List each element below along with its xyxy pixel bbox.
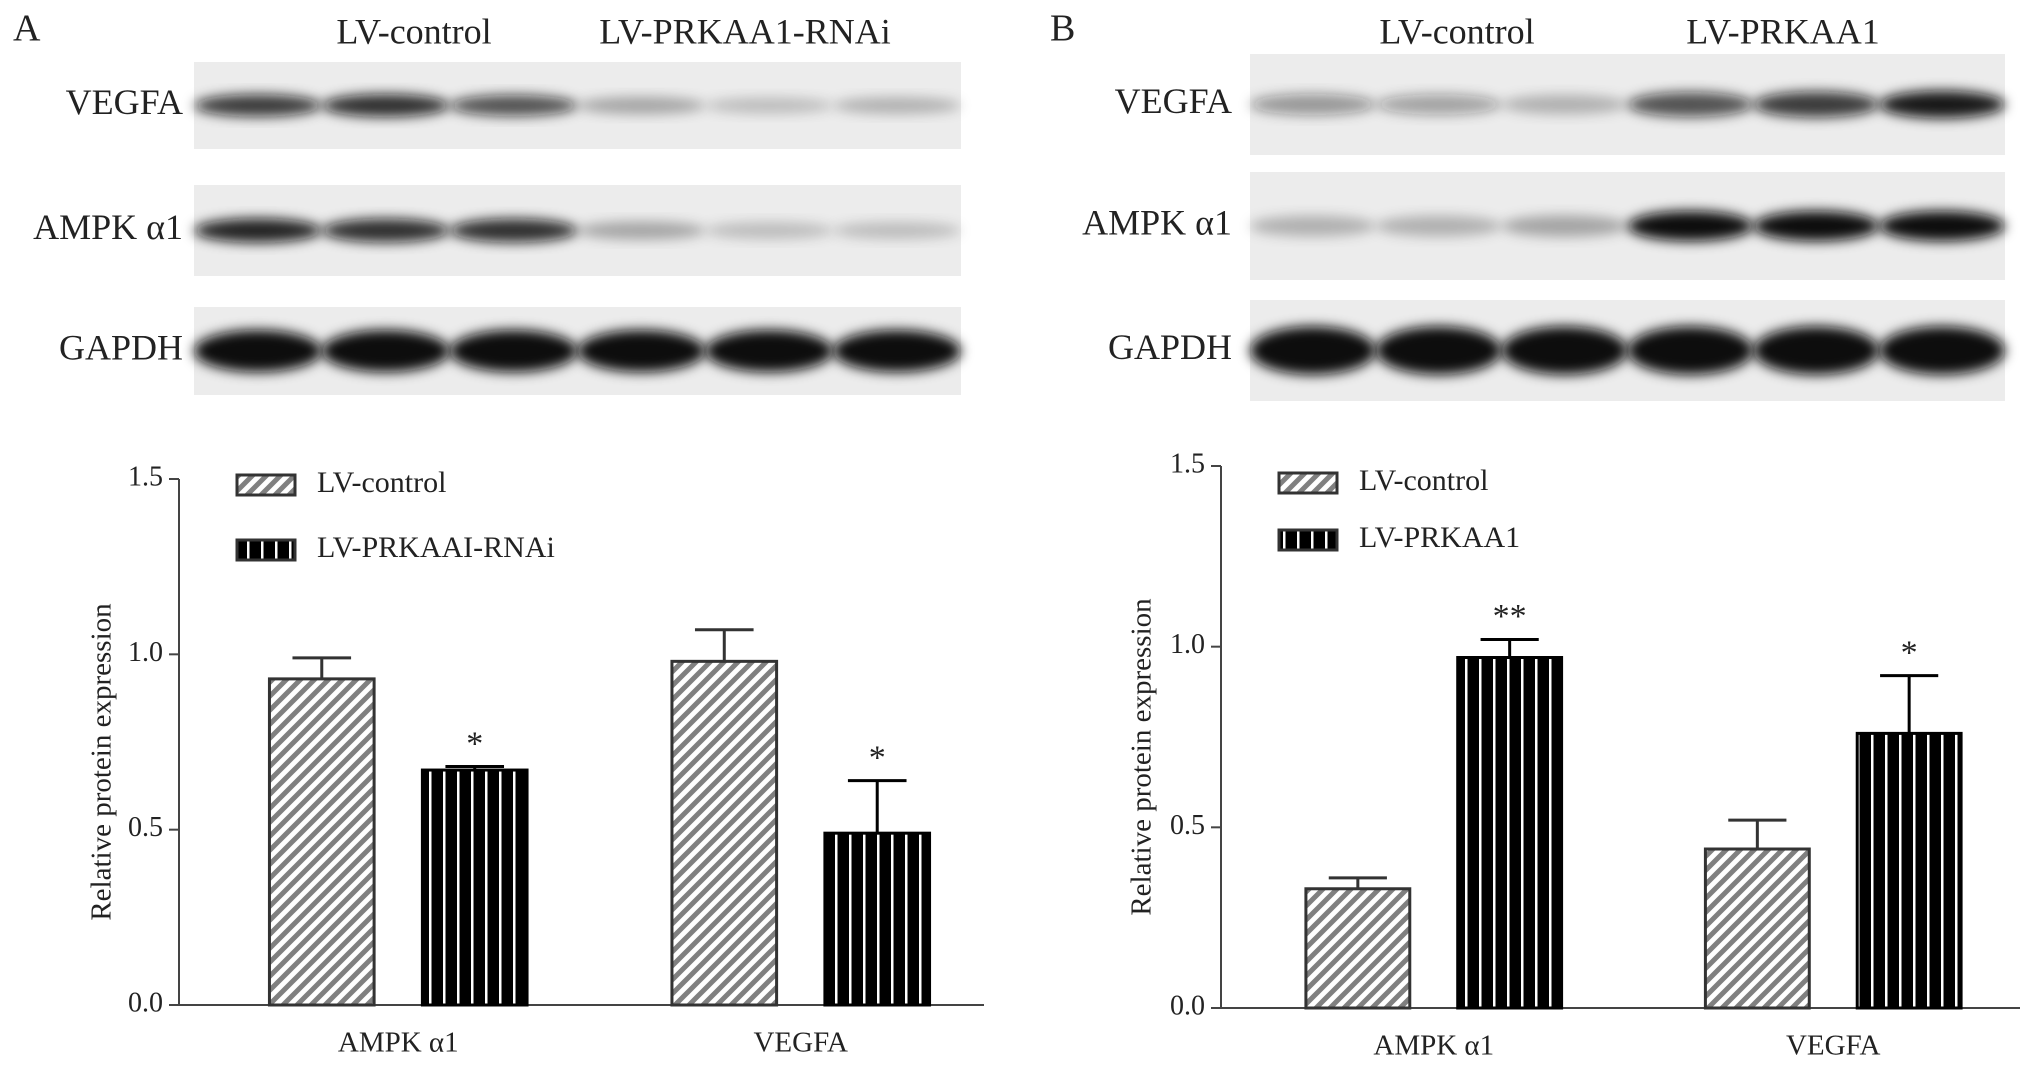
blot-band: [577, 96, 706, 115]
blot-band: [321, 218, 450, 243]
blot-band: [449, 218, 578, 243]
y-tick-label: 1.5: [1170, 448, 1205, 479]
y-tick-label: 1.0: [1170, 629, 1205, 660]
blot-band: [1627, 210, 1754, 242]
blot-band: [449, 329, 578, 373]
legend-swatch: [235, 538, 297, 562]
x-tick-label: AMPK α1: [338, 1027, 459, 1059]
error-bar: [1328, 876, 1387, 889]
blot-band: [833, 96, 961, 115]
blot-band: [1879, 210, 2006, 242]
blot-band: [1753, 91, 1880, 118]
y-tick-label: 1.0: [128, 637, 163, 668]
blot-group-label: LV-control: [336, 11, 491, 51]
y-tick-label: 1.5: [128, 461, 163, 492]
blot-row-label: GAPDH: [1108, 327, 1232, 367]
significance-label: **: [1493, 598, 1527, 635]
legend-label: LV-control: [317, 466, 446, 499]
blot-band: [1627, 92, 1754, 117]
blot-band: [1250, 93, 1376, 116]
blot-row-label: GAPDH: [59, 327, 183, 367]
y-tick-label: 0.0: [128, 987, 163, 1018]
blot-band: [321, 329, 450, 373]
blot-band: [1879, 90, 2006, 119]
legend-label: LV-PRKAAI-RNAi: [317, 531, 555, 564]
blot-band: [1375, 215, 1502, 237]
blot-row-label: VEGFA: [66, 82, 183, 122]
blot-band: [321, 94, 450, 117]
bar: [420, 768, 529, 1007]
blot-band: [833, 329, 961, 373]
blot-band: [193, 329, 322, 373]
panel-label: A: [13, 8, 41, 50]
blot-row-label: AMPK α1: [33, 207, 183, 247]
x-tick-label: AMPK α1: [1373, 1030, 1494, 1062]
bar: [823, 831, 932, 1007]
blot-band: [705, 221, 834, 240]
bar: [1304, 887, 1412, 1010]
blot-band: [1627, 326, 1754, 375]
blot-band: [1501, 215, 1628, 237]
y-axis-label: Relative protein expression: [1126, 598, 1158, 916]
blot-band: [193, 218, 322, 243]
blot-band: [705, 329, 834, 373]
y-tick-label: 0.0: [1170, 990, 1205, 1021]
bar: [670, 659, 779, 1007]
error-bar: [1728, 818, 1787, 850]
blot-band: [705, 97, 834, 114]
error-bar: [292, 656, 352, 679]
x-tick-label: VEGFA: [753, 1027, 848, 1059]
x-tick-label: VEGFA: [1786, 1030, 1881, 1062]
error-bar: [847, 779, 907, 834]
error-bar: [1480, 637, 1539, 658]
blot-band: [1753, 210, 1880, 242]
legend-swatch: [1277, 471, 1339, 495]
blot-band: [1501, 326, 1628, 375]
blot-band: [1375, 326, 1502, 375]
bar: [1703, 847, 1811, 1010]
y-tick-label: 0.5: [128, 812, 163, 843]
blot-row-label: AMPK α1: [1082, 202, 1232, 242]
blot-band: [577, 221, 706, 240]
legend-label: LV-PRKAA1: [1359, 521, 1520, 554]
blot-band: [193, 94, 322, 117]
blot-band: [1753, 326, 1880, 375]
significance-label: *: [1901, 634, 1918, 671]
significance-label: *: [869, 739, 886, 776]
error-bar: [694, 628, 754, 662]
blot-band: [1375, 94, 1502, 115]
y-tick-label: 0.5: [1170, 810, 1205, 841]
panel-label: B: [1050, 8, 1075, 50]
bar: [1855, 731, 1963, 1010]
blot-band: [577, 329, 706, 373]
blot-row-label: VEGFA: [1115, 81, 1232, 121]
blot-band: [1879, 326, 2006, 375]
blot-band: [449, 94, 578, 117]
legend-swatch: [1277, 528, 1339, 552]
bar: [1456, 656, 1564, 1010]
blot-band: [1250, 215, 1376, 237]
significance-label: *: [466, 725, 483, 762]
legend-swatch: [235, 473, 297, 497]
blot-band: [1250, 326, 1376, 375]
y-axis-label: Relative protein expression: [86, 603, 118, 921]
blot-band: [1501, 94, 1628, 115]
error-bar: [1880, 674, 1939, 734]
blot-group-label: LV-control: [1379, 11, 1534, 51]
legend-label: LV-control: [1359, 464, 1488, 497]
blot-group-label: LV-PRKAA1-RNAi: [599, 11, 890, 51]
bar: [267, 677, 376, 1007]
blot-group-label: LV-PRKAA1: [1686, 11, 1879, 51]
blot-band: [833, 221, 961, 240]
